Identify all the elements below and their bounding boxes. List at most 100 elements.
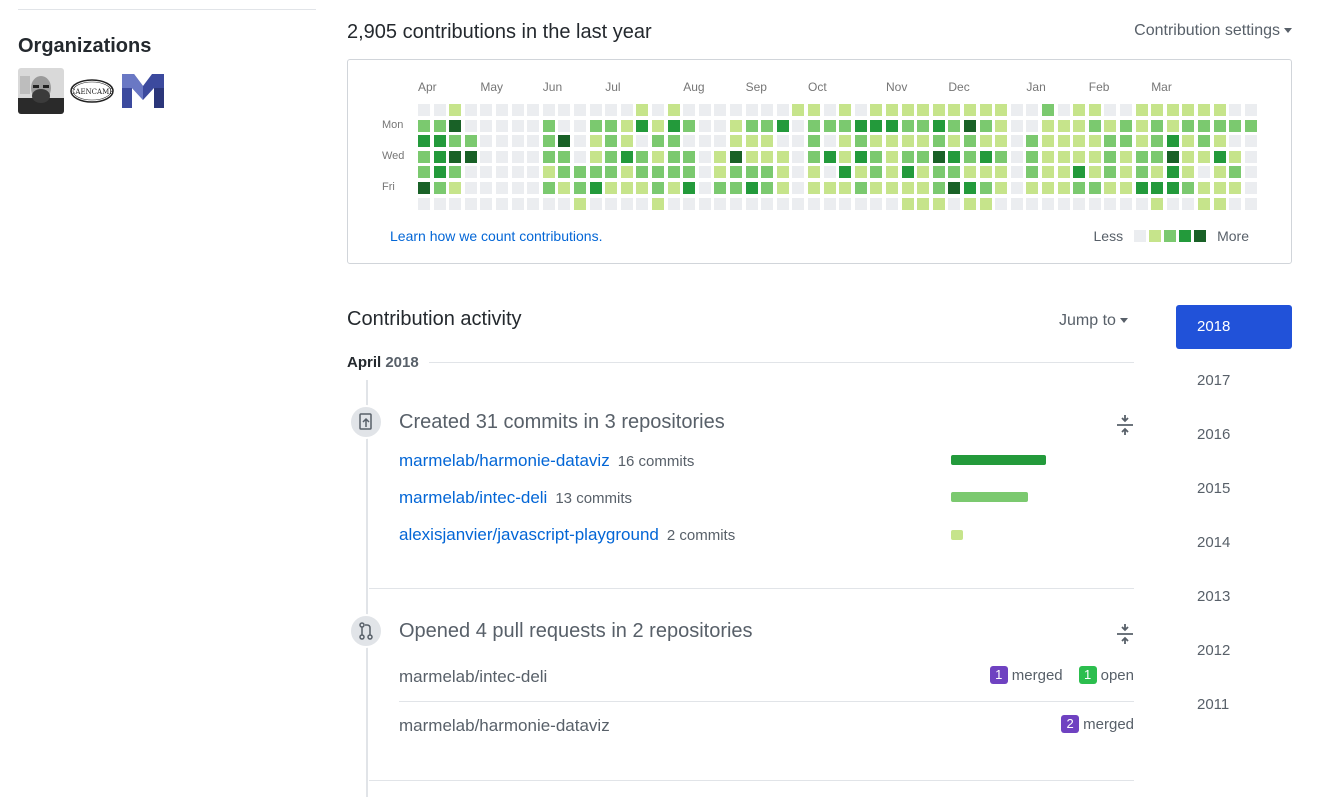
contribution-day-cell[interactable]: [1120, 197, 1132, 210]
org-avatar-marmelab[interactable]: [120, 68, 166, 114]
contribution-day-cell[interactable]: [527, 119, 540, 132]
contribution-day-cell[interactable]: [1057, 119, 1070, 132]
contribution-day-cell[interactable]: [1104, 182, 1117, 194]
contribution-day-cell[interactable]: [761, 135, 774, 148]
contribution-day-cell[interactable]: [948, 182, 961, 194]
pr-repo-name[interactable]: marmelab/harmonie-dataviz: [399, 716, 610, 735]
contribution-day-cell[interactable]: [870, 197, 883, 210]
contribution-day-cell[interactable]: [542, 182, 555, 194]
contribution-day-cell[interactable]: [698, 104, 711, 116]
contribution-day-cell[interactable]: [496, 135, 508, 148]
contribution-day-cell[interactable]: [1135, 104, 1148, 116]
contribution-day-cell[interactable]: [839, 119, 852, 132]
contribution-day-cell[interactable]: [1213, 119, 1226, 132]
commit-repo-link[interactable]: marmelab/intec-deli: [399, 488, 548, 507]
learn-contributions-link[interactable]: Learn how we count contributions.: [390, 228, 603, 244]
contribution-day-cell[interactable]: [745, 150, 758, 163]
contribution-day-cell[interactable]: [917, 119, 930, 132]
contribution-day-cell[interactable]: [418, 135, 430, 148]
contribution-day-cell[interactable]: [839, 135, 852, 148]
contribution-day-cell[interactable]: [589, 197, 602, 210]
contribution-day-cell[interactable]: [839, 166, 852, 179]
contribution-day-cell[interactable]: [1104, 104, 1117, 116]
contribution-day-cell[interactable]: [636, 150, 649, 163]
contribution-day-cell[interactable]: [745, 104, 758, 116]
contribution-day-cell[interactable]: [480, 166, 493, 179]
contribution-day-cell[interactable]: [418, 150, 430, 163]
contribution-day-cell[interactable]: [1026, 104, 1039, 116]
contribution-day-cell[interactable]: [854, 166, 867, 179]
contribution-day-cell[interactable]: [932, 197, 945, 210]
contribution-day-cell[interactable]: [683, 197, 696, 210]
contribution-day-cell[interactable]: [823, 166, 836, 179]
contribution-day-cell[interactable]: [823, 182, 836, 194]
contribution-day-cell[interactable]: [730, 197, 742, 210]
contribution-day-cell[interactable]: [464, 104, 477, 116]
contribution-day-cell[interactable]: [1229, 197, 1242, 210]
contribution-day-cell[interactable]: [449, 197, 462, 210]
contribution-day-cell[interactable]: [839, 150, 852, 163]
contribution-day-cell[interactable]: [698, 150, 711, 163]
contribution-day-cell[interactable]: [714, 150, 727, 163]
contribution-day-cell[interactable]: [418, 104, 430, 116]
contribution-day-cell[interactable]: [574, 104, 586, 116]
contribution-day-cell[interactable]: [901, 182, 914, 194]
contribution-day-cell[interactable]: [418, 197, 430, 210]
contribution-day-cell[interactable]: [1213, 135, 1226, 148]
year-2012[interactable]: 2012: [1197, 642, 1231, 659]
contribution-day-cell[interactable]: [1057, 150, 1070, 163]
contribution-day-cell[interactable]: [652, 104, 664, 116]
contribution-day-cell[interactable]: [1166, 135, 1179, 148]
contribution-day-cell[interactable]: [1213, 166, 1226, 179]
contribution-day-cell[interactable]: [839, 182, 852, 194]
contribution-day-cell[interactable]: [1166, 119, 1179, 132]
contribution-day-cell[interactable]: [480, 197, 493, 210]
contribution-day-cell[interactable]: [605, 135, 618, 148]
contribution-day-cell[interactable]: [1244, 104, 1257, 116]
contribution-day-cell[interactable]: [1042, 197, 1054, 210]
contribution-day-cell[interactable]: [698, 119, 711, 132]
contribution-day-cell[interactable]: [620, 104, 633, 116]
contribution-day-cell[interactable]: [511, 197, 524, 210]
contribution-day-cell[interactable]: [449, 135, 462, 148]
contribution-day-cell[interactable]: [620, 119, 633, 132]
pr-repo-name[interactable]: marmelab/intec-deli: [399, 667, 548, 686]
contribution-day-cell[interactable]: [1198, 150, 1210, 163]
contribution-day-cell[interactable]: [886, 197, 898, 210]
contribution-day-cell[interactable]: [1229, 135, 1242, 148]
contribution-day-cell[interactable]: [1088, 119, 1101, 132]
contribution-day-cell[interactable]: [558, 197, 571, 210]
contribution-day-cell[interactable]: [574, 135, 586, 148]
contribution-day-cell[interactable]: [480, 135, 493, 148]
contribution-day-cell[interactable]: [932, 150, 945, 163]
contribution-day-cell[interactable]: [636, 135, 649, 148]
contribution-day-cell[interactable]: [636, 197, 649, 210]
contribution-day-cell[interactable]: [1135, 135, 1148, 148]
contribution-day-cell[interactable]: [449, 119, 462, 132]
contribution-day-cell[interactable]: [1088, 182, 1101, 194]
contribution-day-cell[interactable]: [932, 119, 945, 132]
contribution-day-cell[interactable]: [589, 135, 602, 148]
contribution-day-cell[interactable]: [776, 166, 789, 179]
contribution-day-cell[interactable]: [605, 182, 618, 194]
contribution-day-cell[interactable]: [730, 166, 742, 179]
contribution-day-cell[interactable]: [886, 119, 898, 132]
contribution-day-cell[interactable]: [979, 182, 992, 194]
contribution-day-cell[interactable]: [464, 166, 477, 179]
contribution-day-cell[interactable]: [511, 135, 524, 148]
contribution-day-cell[interactable]: [1073, 135, 1086, 148]
contribution-day-cell[interactable]: [542, 166, 555, 179]
contribution-day-cell[interactable]: [667, 182, 680, 194]
contribution-day-cell[interactable]: [605, 150, 618, 163]
contribution-day-cell[interactable]: [589, 119, 602, 132]
contribution-day-cell[interactable]: [870, 104, 883, 116]
contribution-day-cell[interactable]: [1120, 135, 1132, 148]
contribution-day-cell[interactable]: [1182, 119, 1195, 132]
contribution-day-cell[interactable]: [542, 135, 555, 148]
contribution-day-cell[interactable]: [527, 104, 540, 116]
contribution-day-cell[interactable]: [418, 119, 430, 132]
contribution-day-cell[interactable]: [542, 197, 555, 210]
contribution-day-cell[interactable]: [792, 197, 805, 210]
contribution-day-cell[interactable]: [667, 166, 680, 179]
contribution-day-cell[interactable]: [1088, 166, 1101, 179]
